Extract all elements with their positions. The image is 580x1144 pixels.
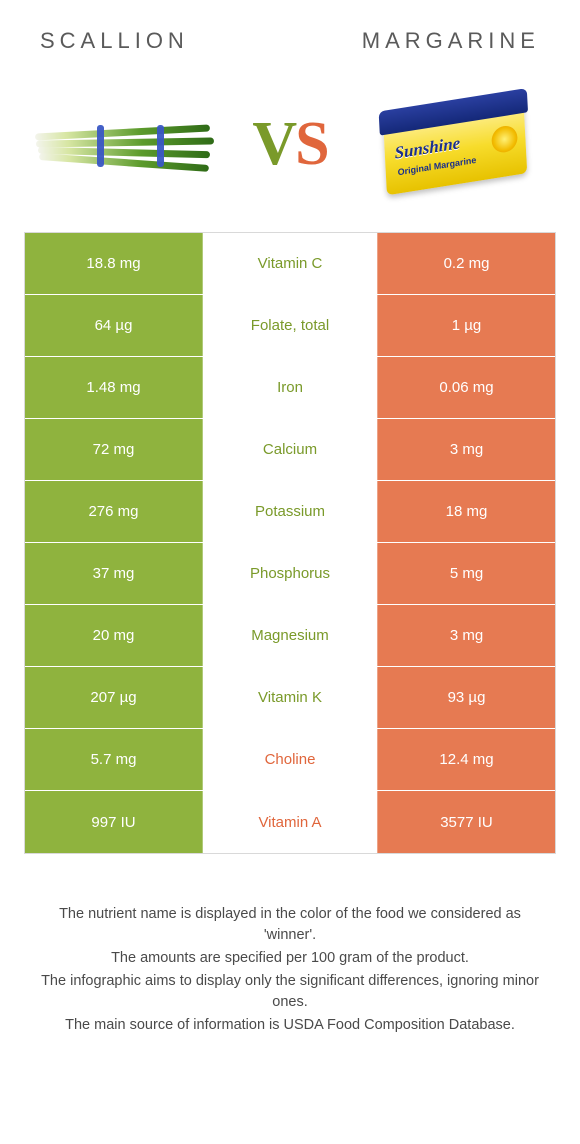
right-value-cell: 3 mg	[377, 419, 555, 480]
images-row: VS Sunshine Original Margarine	[0, 66, 580, 232]
right-value-cell: 93 µg	[377, 667, 555, 728]
table-row: 1.48 mgIron0.06 mg	[25, 357, 555, 419]
right-value-cell: 18 mg	[377, 481, 555, 542]
right-value-cell: 0.2 mg	[377, 233, 555, 294]
nutrient-name-cell: Vitamin A	[203, 791, 377, 853]
vs-badge: VS	[252, 109, 327, 180]
left-food-image	[32, 84, 217, 204]
table-row: 72 mgCalcium3 mg	[25, 419, 555, 481]
left-value-cell: 1.48 mg	[25, 357, 203, 418]
nutrient-name-cell: Folate, total	[203, 295, 377, 356]
nutrient-name-cell: Iron	[203, 357, 377, 418]
right-food-image: Sunshine Original Margarine	[363, 84, 548, 204]
left-value-cell: 72 mg	[25, 419, 203, 480]
left-value-cell: 207 µg	[25, 667, 203, 728]
vs-v-char: V	[252, 110, 295, 178]
footnote-line: The amounts are specified per 100 gram o…	[36, 948, 544, 969]
left-value-cell: 20 mg	[25, 605, 203, 666]
left-value-cell: 5.7 mg	[25, 729, 203, 790]
left-value-cell: 276 mg	[25, 481, 203, 542]
right-value-cell: 12.4 mg	[377, 729, 555, 790]
vs-s-char: S	[295, 110, 327, 178]
right-value-cell: 0.06 mg	[377, 357, 555, 418]
right-value-cell: 3577 IU	[377, 791, 555, 853]
scallion-icon	[35, 119, 215, 169]
header: SCALLION MARGARINE	[0, 0, 580, 66]
right-food-title: MARGARINE	[362, 28, 540, 54]
left-value-cell: 18.8 mg	[25, 233, 203, 294]
nutrient-name-cell: Vitamin K	[203, 667, 377, 728]
nutrient-name-cell: Choline	[203, 729, 377, 790]
footnote-line: The infographic aims to display only the…	[36, 971, 544, 1013]
nutrient-name-cell: Phosphorus	[203, 543, 377, 604]
nutrient-table: 18.8 mgVitamin C0.2 mg64 µgFolate, total…	[24, 232, 556, 854]
footnote-line: The main source of information is USDA F…	[36, 1015, 544, 1036]
right-value-cell: 1 µg	[377, 295, 555, 356]
table-row: 64 µgFolate, total1 µg	[25, 295, 555, 357]
left-value-cell: 64 µg	[25, 295, 203, 356]
left-value-cell: 37 mg	[25, 543, 203, 604]
table-row: 207 µgVitamin K93 µg	[25, 667, 555, 729]
nutrient-name-cell: Magnesium	[203, 605, 377, 666]
table-row: 997 IUVitamin A3577 IU	[25, 791, 555, 853]
table-row: 20 mgMagnesium3 mg	[25, 605, 555, 667]
table-row: 18.8 mgVitamin C0.2 mg	[25, 233, 555, 295]
nutrient-name-cell: Potassium	[203, 481, 377, 542]
nutrient-name-cell: Calcium	[203, 419, 377, 480]
table-row: 276 mgPotassium18 mg	[25, 481, 555, 543]
table-row: 5.7 mgCholine12.4 mg	[25, 729, 555, 791]
margarine-icon: Sunshine Original Margarine	[379, 88, 532, 200]
right-value-cell: 3 mg	[377, 605, 555, 666]
left-value-cell: 997 IU	[25, 791, 203, 853]
footnotes: The nutrient name is displayed in the co…	[0, 854, 580, 1038]
left-food-title: SCALLION	[40, 28, 189, 54]
footnote-line: The nutrient name is displayed in the co…	[36, 904, 544, 946]
nutrient-name-cell: Vitamin C	[203, 233, 377, 294]
table-row: 37 mgPhosphorus5 mg	[25, 543, 555, 605]
right-value-cell: 5 mg	[377, 543, 555, 604]
